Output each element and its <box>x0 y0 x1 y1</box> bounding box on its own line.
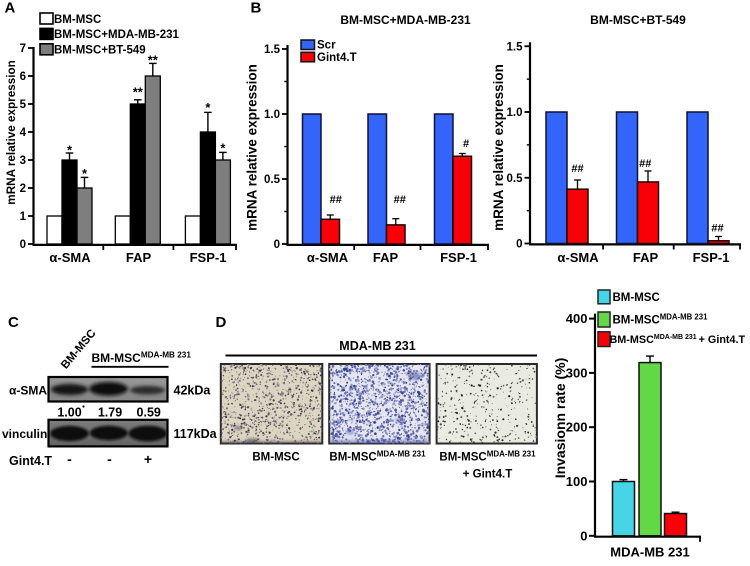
svg-text:Gint4.T: Gint4.T <box>317 52 357 64</box>
svg-text:##: ## <box>330 194 342 206</box>
svg-text:BM-MSC+MDA-MB-231: BM-MSC+MDA-MB-231 <box>340 13 471 27</box>
svg-text:#: # <box>463 138 469 150</box>
svg-text:MDA-MB 231: MDA-MB 231 <box>610 545 689 560</box>
svg-text:+: + <box>144 451 152 467</box>
svg-text:BM-MSC: BM-MSC <box>252 452 299 464</box>
svg-text:α-SMA: α-SMA <box>49 250 91 265</box>
svg-text:B: B <box>251 0 262 17</box>
svg-text:200: 200 <box>566 420 588 435</box>
svg-text:vinculin: vinculin <box>2 427 47 441</box>
svg-text:BM-MSC+MDA-MB-231: BM-MSC+MDA-MB-231 <box>54 29 180 41</box>
svg-text:FAP: FAP <box>633 250 659 265</box>
svg-text:Gint4.T: Gint4.T <box>9 454 52 468</box>
svg-text:1.79: 1.79 <box>98 406 122 420</box>
svg-text:-: - <box>107 451 112 467</box>
svg-text:**: ** <box>148 53 159 68</box>
svg-text:mRNA relative expression: mRNA relative expression <box>491 64 506 231</box>
svg-text:mRNA relative expression: mRNA relative expression <box>5 60 18 204</box>
svg-text:##: ## <box>711 223 723 235</box>
svg-text:mRNA relative expression: mRNA relative expression <box>245 64 260 231</box>
svg-text:D: D <box>216 314 227 331</box>
svg-text:0.5: 0.5 <box>264 174 281 186</box>
svg-text:FSP-1: FSP-1 <box>440 250 477 265</box>
svg-text:300: 300 <box>566 365 588 380</box>
svg-text:α-SMA: α-SMA <box>9 384 47 398</box>
svg-text:2: 2 <box>20 183 26 195</box>
svg-text:1.0: 1.0 <box>507 107 523 119</box>
svg-text:400: 400 <box>566 311 588 326</box>
svg-text:BM-MSC+BT-549: BM-MSC+BT-549 <box>590 13 686 27</box>
svg-text:1: 1 <box>20 211 27 223</box>
svg-text:100: 100 <box>566 474 588 489</box>
svg-text:117kDa: 117kDa <box>174 427 218 441</box>
svg-text:0: 0 <box>274 239 280 251</box>
svg-text:##: ## <box>394 194 406 206</box>
svg-text:FAP: FAP <box>126 250 152 265</box>
svg-text:1.5: 1.5 <box>264 44 281 56</box>
svg-text:A: A <box>5 0 16 17</box>
svg-text:BM-MSC: BM-MSC <box>613 292 660 304</box>
svg-text:BM-MSC: BM-MSC <box>54 14 101 26</box>
svg-text:α-SMA: α-SMA <box>307 250 349 265</box>
svg-text:C: C <box>8 314 19 331</box>
svg-text:3: 3 <box>20 155 26 167</box>
svg-text:1.00: 1.00 <box>57 406 81 420</box>
svg-text:FAP: FAP <box>373 250 399 265</box>
svg-text:7: 7 <box>20 43 26 55</box>
svg-text:0: 0 <box>580 528 587 543</box>
svg-text:##: ## <box>571 163 583 175</box>
svg-text:5: 5 <box>20 99 27 111</box>
svg-text:+ Gint4.T: + Gint4.T <box>463 469 513 481</box>
svg-text:42kDa: 42kDa <box>174 384 212 398</box>
svg-text:0: 0 <box>516 239 522 251</box>
svg-text:4: 4 <box>20 127 27 139</box>
svg-text:1.0: 1.0 <box>264 109 280 121</box>
svg-text:0.5: 0.5 <box>507 173 524 185</box>
svg-text:##: ## <box>639 158 651 170</box>
svg-text:0: 0 <box>20 239 26 251</box>
svg-text:α-SMA: α-SMA <box>557 250 599 265</box>
svg-text:MDA-MB 231: MDA-MB 231 <box>339 339 415 353</box>
svg-text:FSP-1: FSP-1 <box>693 250 730 265</box>
svg-text:6: 6 <box>20 71 26 83</box>
svg-text:**: ** <box>133 85 144 100</box>
svg-text:1.5: 1.5 <box>507 41 524 53</box>
svg-text:0.59: 0.59 <box>137 406 161 420</box>
svg-text:FSP-1: FSP-1 <box>190 250 227 265</box>
svg-text:BM-MSC+BT-549: BM-MSC+BT-549 <box>54 45 146 57</box>
svg-text:Scr: Scr <box>317 40 336 52</box>
svg-text:-: - <box>67 451 72 467</box>
